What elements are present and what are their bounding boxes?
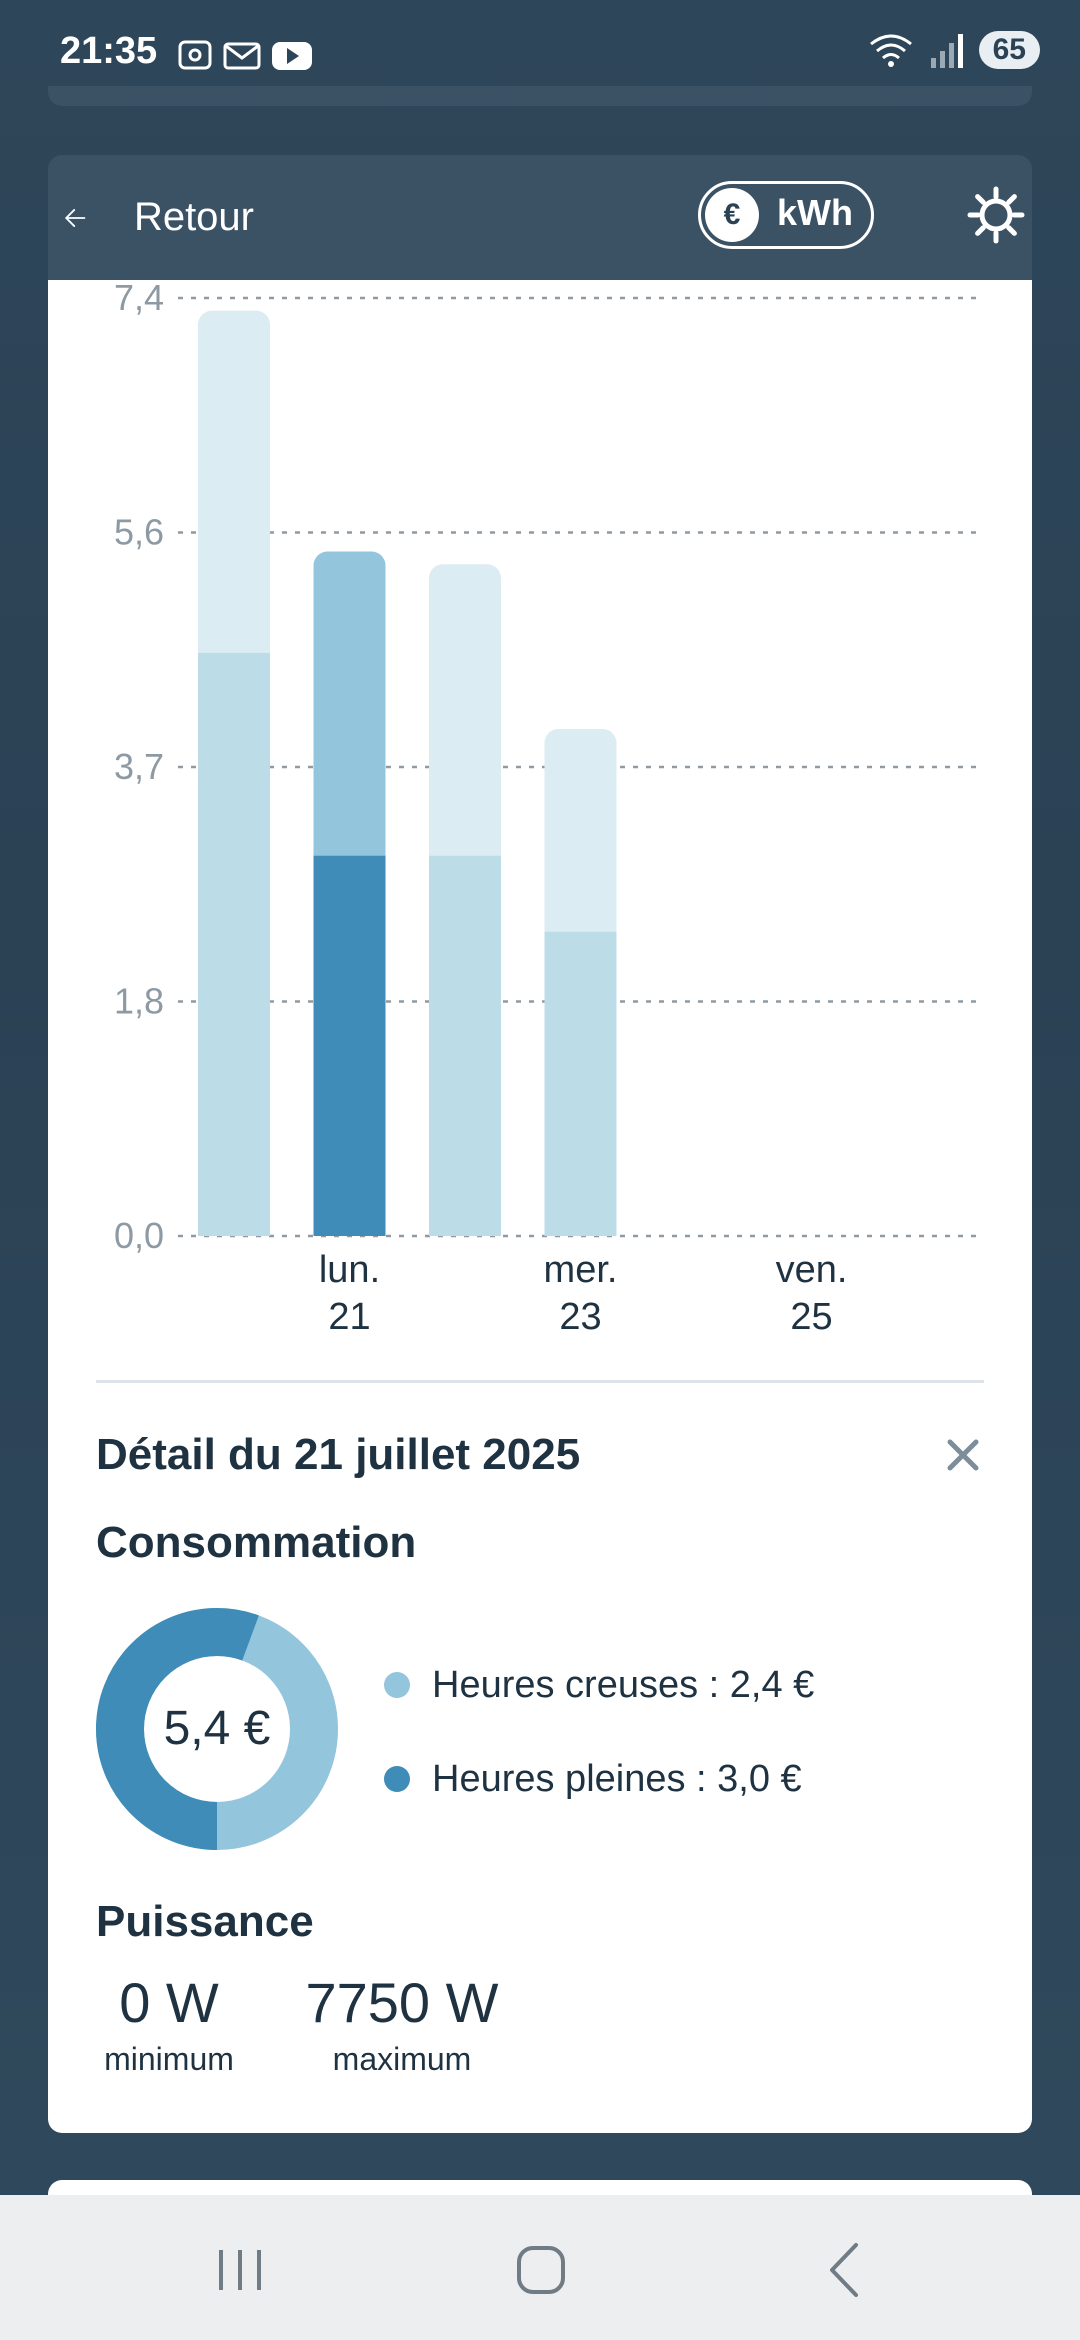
battery-indicator: 65 — [978, 31, 1040, 69]
x-tick-day: mer. — [544, 1249, 618, 1291]
consumption-donut: 5,4 € — [96, 1608, 338, 1850]
x-tick-date: 23 — [559, 1296, 601, 1338]
status-time: 21:35 — [60, 30, 158, 72]
donut-pleines-arc — [96, 1608, 338, 1850]
bar-bottom-segment — [198, 652, 270, 1236]
wifi-icon — [869, 34, 912, 67]
toggle-euro[interactable]: € — [705, 188, 759, 242]
chart-header: Retour € kWh — [48, 155, 1032, 280]
x-tick-day: lun. — [319, 1249, 380, 1291]
legend-dot-creuses — [384, 1672, 410, 1698]
y-tick-label: 5,6 — [114, 512, 164, 553]
status-bar: 21:35 65 — [0, 0, 1080, 110]
x-tick-date: 21 — [328, 1296, 370, 1338]
y-unit-label: € — [104, 280, 126, 283]
back-label: Retour — [133, 195, 254, 239]
y-tick-label: 1,8 — [114, 981, 164, 1022]
previous-card-edge — [48, 86, 1032, 106]
donut-legend: Heures creuses : 2,4 € Heures pleines : … — [384, 1650, 814, 1814]
power-maximum: 7750 W maximum — [302, 1970, 502, 2078]
bar-bottom-segment — [429, 855, 501, 1236]
consumption-bar-chart[interactable]: €7,4 5,6 3,7 1,8 0,0 lun. 21 mer. 23 ven. 25 — [48, 280, 1032, 1360]
system-nav-bar — [0, 2195, 1080, 2340]
screenshot-icon — [178, 40, 212, 70]
y-tick-label: 0,0 — [114, 1215, 164, 1256]
recent-apps-icon[interactable] — [205, 2235, 275, 2305]
back-button[interactable]: Retour — [64, 155, 254, 280]
power-max-value: 7750 W — [305, 1971, 499, 2034]
x-tick-date: 25 — [790, 1296, 832, 1338]
consumption-title: Consommation — [96, 1518, 417, 1567]
legend-label-creuses: Heures creuses : 2,4 € — [432, 1663, 815, 1706]
arrow-left-icon — [65, 208, 86, 227]
legend-item-pleines: Heures pleines : 3,0 € — [384, 1744, 814, 1814]
close-icon — [947, 1439, 979, 1471]
status-icons-left — [176, 36, 314, 74]
unit-toggle[interactable]: € kWh — [698, 181, 874, 249]
power-max-label: maximum — [332, 2041, 472, 2077]
home-icon[interactable] — [506, 2235, 576, 2305]
legend-label-pleines: Heures pleines : 3,0 € — [432, 1757, 802, 1800]
youtube-icon — [272, 42, 312, 70]
gear-icon[interactable] — [966, 185, 1026, 245]
detail-card: €7,4 5,6 3,7 1,8 0,0 lun. 21 mer. 23 ven. 25 Détai… — [48, 280, 1032, 2133]
power-min-label: minimum — [104, 2041, 234, 2077]
y-tick-label: 7,4 — [114, 280, 164, 318]
donut-total: 5,4 € — [164, 1702, 271, 1755]
bar-bottom-segment — [544, 931, 617, 1236]
divider — [96, 1380, 984, 1383]
detail-title: Détail du 21 juillet 2025 — [96, 1430, 581, 1479]
power-title: Puissance — [96, 1897, 314, 1946]
close-button[interactable] — [938, 1430, 988, 1480]
back-nav-icon[interactable] — [810, 2235, 880, 2305]
signal-icon — [930, 34, 963, 68]
y-tick-label: 3,7 — [114, 746, 164, 787]
status-icons-right: 65 — [867, 30, 1040, 70]
mail-icon — [223, 42, 261, 70]
x-tick-day: ven. — [776, 1249, 848, 1291]
power-minimum: 0 W minimum — [96, 1970, 242, 2078]
bar-bottom-segment — [313, 855, 386, 1236]
legend-dot-pleines — [384, 1766, 410, 1792]
legend-item-creuses: Heures creuses : 2,4 € — [384, 1650, 814, 1720]
toggle-kwh[interactable]: kWh — [777, 192, 853, 233]
power-min-value: 0 W — [119, 1971, 219, 2034]
